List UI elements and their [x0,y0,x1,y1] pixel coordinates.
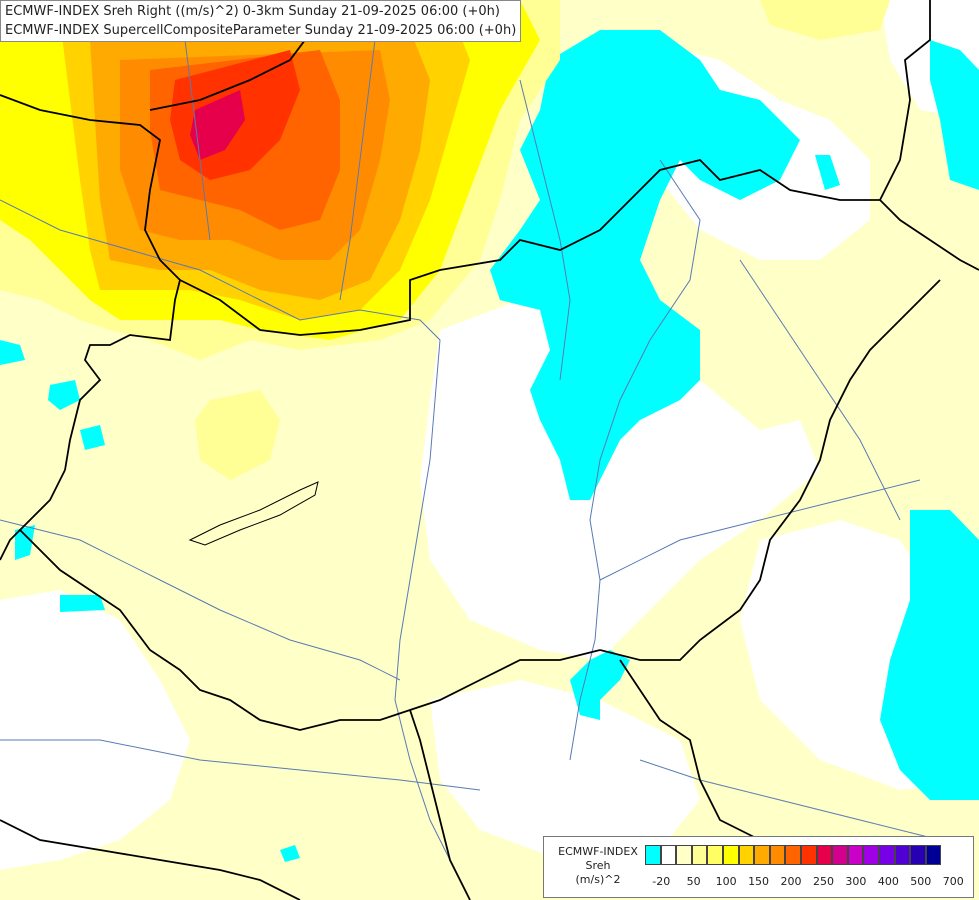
legend-tick-label: 100 [715,875,737,888]
cyan-zone-south [570,650,630,720]
legend-swatch [769,845,786,865]
title-line-1: ECMWF-INDEX Sreh Right ((m/s)^2) 0-3km S… [5,4,500,19]
legend-tick-label: 250 [812,875,834,888]
legend-swatch [785,845,801,865]
legend-tick-label: 200 [780,875,802,888]
sreh-lightyellow-blob [195,390,280,480]
cyan-zone-southwest [280,845,300,862]
river-tisza [569,159,701,761]
river-north-3 [519,79,571,381]
cyan-zone-west-e [60,595,105,612]
white-zone-southwest [0,590,190,870]
legend-swatch [645,845,661,865]
legend-title-param: Sreh [585,859,611,872]
legend-swatch [816,845,833,865]
legend-swatch [800,845,817,865]
legend-swatch [910,845,926,865]
map-title: ECMWF-INDEX Sreh Right ((m/s)^2) 0-3km S… [0,0,522,42]
border-hr-ba [0,819,301,900]
border-hu-rs [19,529,601,731]
white-zone-south [430,680,700,860]
legend-swatches [645,845,942,865]
legend-swatch [754,845,770,865]
river-south-1 [639,759,941,841]
border-hu-hr [0,469,66,561]
river-danube [0,199,461,881]
legend-tick-label: 500 [910,875,932,888]
legend-swatch [707,845,723,865]
cyan-zone-west-d [15,525,35,560]
legend-swatch [832,845,848,865]
color-legend: ECMWF-INDEX Sreh (m/s)^2 -20 50 100 150 200 2… [543,836,974,898]
cyan-zone-topright [930,40,979,190]
legend-tick-label: 50 [686,875,701,888]
legend-swatch [847,845,864,865]
legend-tick-label: 300 [845,875,867,888]
legend-swatch [894,845,911,865]
legend-tick-label: -20 [652,875,671,888]
river-east-1 [739,259,901,521]
legend-swatch [722,845,739,865]
cyan-zone-ne-small [815,155,840,190]
legend-swatch [863,845,879,865]
title-line-2: ECMWF-INDEX SupercellCompositeParameter … [5,23,517,38]
river-sava [0,739,481,791]
legend-tick-label: 400 [877,875,899,888]
white-zone-central [420,300,820,660]
legend-title-unit: (m/s)^2 [575,873,621,886]
border-rs-ba [409,709,471,900]
cyan-zone-north [490,30,800,500]
rivers [0,0,941,881]
legend-title: ECMWF-INDEX Sreh (m/s)^2 [548,845,648,887]
cyan-zone-west-c [80,425,105,450]
cyan-zone-west-b [48,380,80,410]
cyan-zone-west-a [0,340,25,365]
legend-swatch [660,845,677,865]
river-drava [0,519,401,681]
legend-tick-label: 150 [748,875,770,888]
legend-swatch [676,845,692,865]
cyan-zone-east [880,510,979,800]
lake-balaton [188,481,319,546]
border-sk-hu-at [0,94,181,471]
sreh-crimson-peak [190,90,245,160]
legend-swatch [878,845,895,865]
sreh-yellow-blob-top [760,0,890,40]
border-ua-ro [879,0,931,201]
legend-swatch [738,845,755,865]
river-north-2 [339,0,381,301]
legend-swatch [691,845,708,865]
legend-title-model: ECMWF-INDEX [558,845,638,858]
border-hu-ro [599,279,941,661]
border-sk-hu-north [179,159,979,336]
legend-swatch [925,845,942,865]
legend-tick-label: 700 [942,875,964,888]
legend-ticks: -20 50 100 150 200 250 300 400 500 700 [645,875,973,891]
river-mures [599,479,921,581]
